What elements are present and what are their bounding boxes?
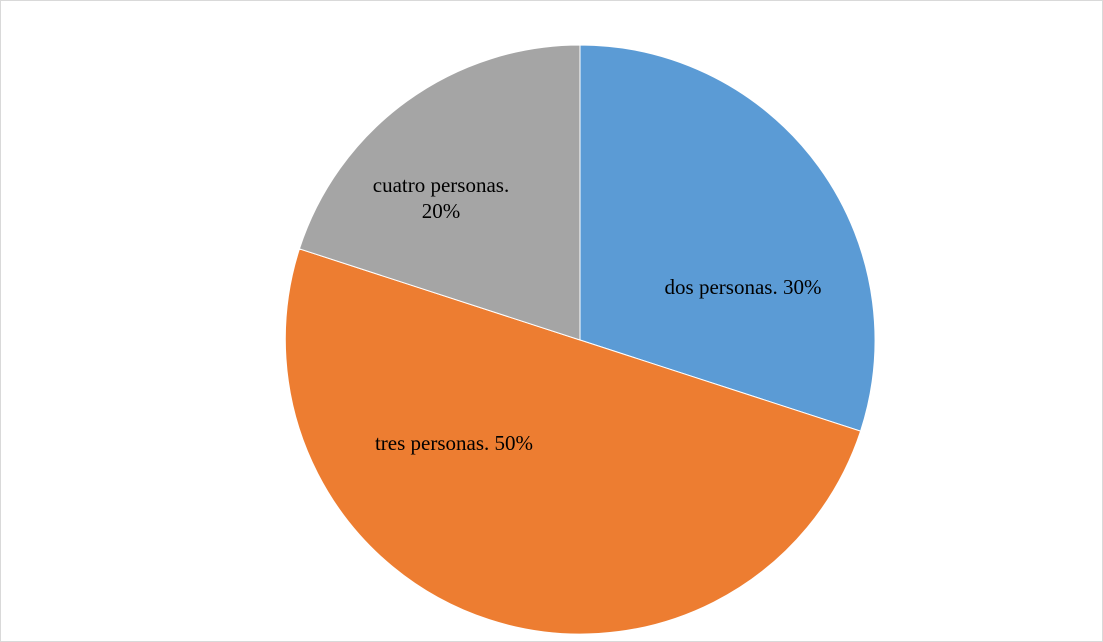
data-label-line: tres personas. 50%	[375, 431, 533, 455]
pie-slice-cuatro-personas	[298, 44, 581, 341]
data-label-line: 20%	[422, 199, 461, 223]
data-label-tres-personas: tres personas. 50%	[375, 431, 533, 455]
pie-data-labels: dos personas. 30% tres personas. 50% cuatr…	[373, 173, 822, 455]
pie-slice-tres-personas	[284, 248, 862, 635]
pie-slice-dos-personas	[579, 44, 876, 432]
data-label-line: dos personas. 30%	[665, 275, 822, 299]
data-label-dos-personas: dos personas. 30%	[665, 275, 822, 299]
data-label-line: cuatro personas.	[373, 173, 509, 197]
data-label-cuatro-personas: cuatro personas. 20%	[373, 173, 509, 223]
pie-slices	[284, 44, 876, 635]
